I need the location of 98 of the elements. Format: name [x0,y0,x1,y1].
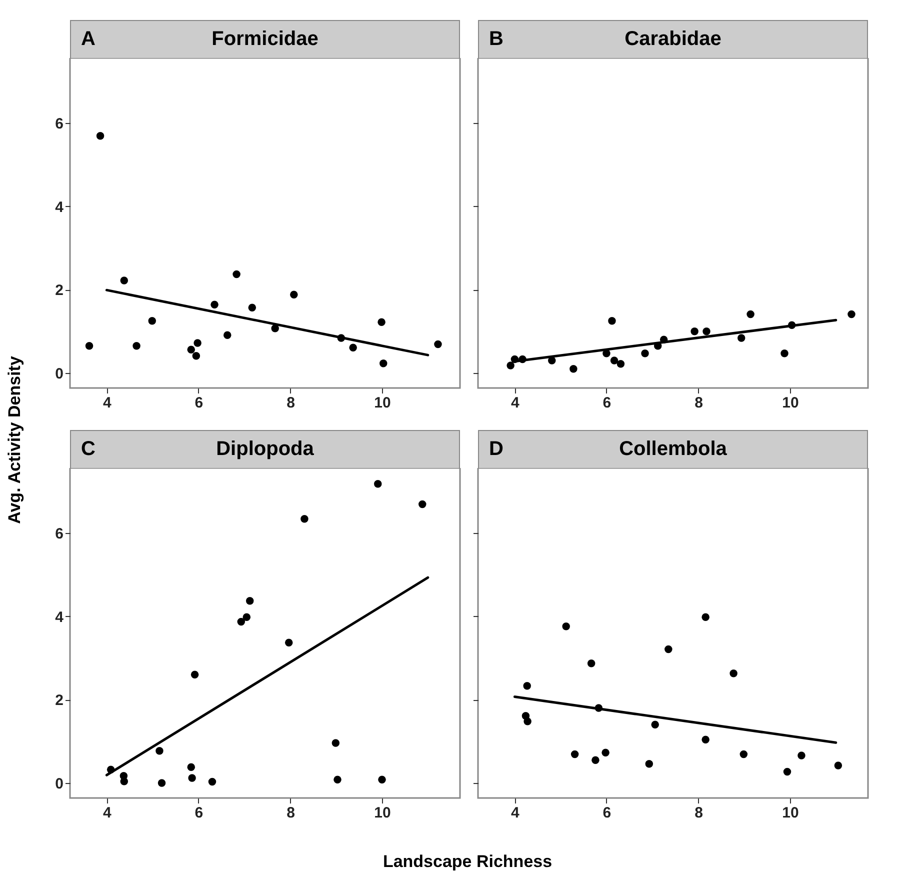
point [242,613,251,622]
point [798,752,806,760]
text: C [81,438,96,461]
point [120,276,128,284]
y-tick-label: 6 [55,116,64,132]
point [192,352,200,360]
chart-title: Diplopoda [216,438,314,461]
x-tick-label: 10 [374,394,391,412]
point [602,748,610,756]
y-tick-label: 2 [55,692,64,710]
point [156,747,164,755]
point [190,670,199,679]
point [85,342,94,350]
point [188,774,196,782]
point [349,344,357,352]
point [194,339,202,347]
chart-title: Carabidae [624,28,722,51]
x-tick-label: 4 [511,804,520,822]
point [570,750,579,758]
point [746,310,754,318]
text: B [489,28,504,51]
point [641,350,649,358]
point [702,327,710,336]
point [616,360,625,368]
point [740,750,748,758]
x-tick-label: 6 [194,804,204,822]
x-tick-label: 8 [286,394,295,412]
point [378,318,386,326]
point [246,597,254,605]
x-tick-label: 10 [782,394,799,412]
x-tick-label: 8 [286,804,295,822]
point [248,304,256,312]
point [237,618,246,626]
y-tick-label: 6 [55,526,64,542]
point [120,777,128,786]
text: D [489,438,504,461]
x-tick-label: 6 [602,394,612,412]
point [562,622,570,630]
point [132,342,140,350]
x-tick-label: 4 [103,804,112,822]
x-tick-label: 10 [782,804,799,822]
point [834,762,842,770]
point [224,331,232,339]
y-tick-label: 2 [55,282,64,300]
point [334,776,342,784]
point [848,310,856,318]
point [158,779,166,787]
point [523,682,531,690]
point [210,300,218,309]
point [96,132,104,140]
point [378,776,386,784]
x-tick-label: 4 [511,394,520,412]
y-tick-label: 0 [55,776,64,792]
x-tick-label: 4 [103,394,112,412]
point [702,613,710,622]
point [610,356,618,364]
chart-title: Formicidae [212,28,318,51]
point [148,317,156,325]
point [651,720,659,729]
point [332,739,340,747]
y-axis-title: Avg. Activity Density [5,356,25,524]
y-tick-label: 0 [55,366,64,382]
x-tick-label: 8 [694,804,703,822]
point [187,763,195,772]
x-axis-title: Landscape Richness [382,852,554,872]
point [730,670,738,678]
y-tick-label: 4 [55,198,64,216]
point [570,364,578,373]
text: A [81,28,96,51]
point [608,317,616,325]
point [506,362,514,370]
point [737,334,746,342]
point [208,778,216,786]
point [783,768,792,776]
point [380,360,388,368]
point [418,500,426,508]
point [524,717,532,726]
x-tick-label: 8 [694,394,703,412]
point [690,327,698,336]
point [271,324,279,332]
point [187,346,195,354]
x-tick-label: 10 [374,804,391,822]
point [434,340,442,348]
point [780,350,788,358]
y-tick-label: 4 [55,608,64,626]
point [290,290,298,299]
point [374,480,382,488]
x-tick-label: 6 [194,394,204,412]
point [645,760,654,768]
chart-title: Collembola [619,438,727,461]
point [300,514,308,523]
point [587,660,596,668]
x-tick-label: 6 [602,804,612,822]
point [232,270,240,278]
point [284,638,293,646]
point [702,736,710,744]
point [664,645,672,654]
point [592,756,600,764]
